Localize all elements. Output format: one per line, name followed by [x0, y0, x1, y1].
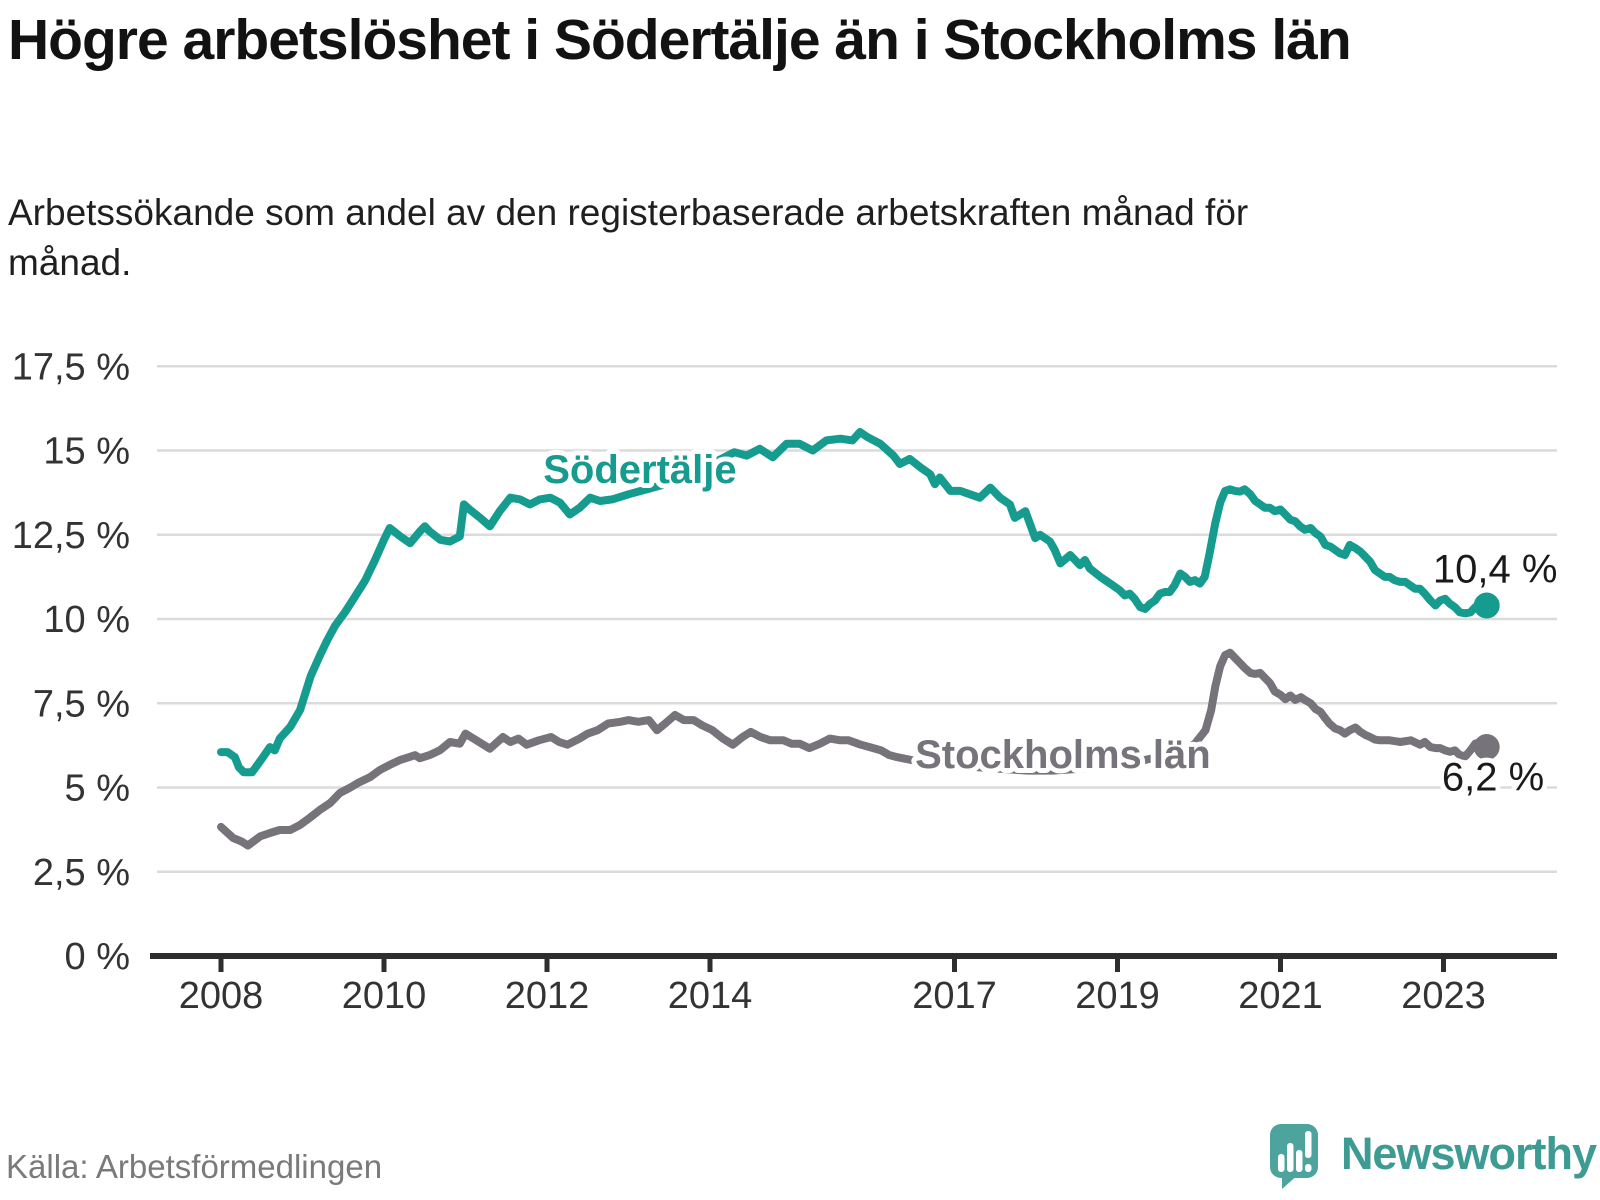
x-axis-tick-label: 2021: [1238, 975, 1323, 1017]
annotation-stockholms-l-n: Stockholms län: [915, 733, 1211, 777]
y-axis-tick-label: 17,5 %: [12, 346, 130, 388]
y-axis-tick-label: 0 %: [65, 936, 130, 978]
x-axis-tick-label: 2014: [668, 975, 753, 1017]
source-note: Källa: Arbetsförmedlingen: [6, 1148, 383, 1185]
x-axis-tick-label: 2019: [1075, 975, 1160, 1017]
x-axis-tick-label: 2008: [179, 975, 264, 1017]
y-axis-tick-label: 5 %: [65, 768, 130, 810]
y-axis-tick-label: 15 %: [43, 431, 130, 473]
series-line-sodertalje: [217, 428, 1491, 777]
x-axis-tick-label: 2012: [505, 975, 590, 1017]
series-line-stockholms-lan: [217, 648, 1491, 850]
x-axis-tick-label: 2023: [1401, 975, 1486, 1017]
annotation-10-4-: 10,4 %: [1433, 547, 1558, 591]
y-axis-tick-label: 7,5 %: [33, 683, 130, 725]
annotation-s-dert-lje: Södertälje: [543, 448, 736, 492]
newsworthy-logo-text: Newsworthy: [1340, 1128, 1597, 1179]
newsworthy-logo-icon: [1269, 1124, 1318, 1189]
y-axis-tick-label: 10 %: [43, 599, 130, 641]
newsworthy-brand: Newsworthy: [1269, 1118, 1597, 1190]
annotation-6-2-: 6,2 %: [1442, 755, 1544, 799]
series-end-dot-stockholms-lan: [1473, 734, 1500, 761]
x-axis-tick-label: 2010: [342, 975, 427, 1017]
series-end-dot-sodertalje: [1473, 592, 1500, 619]
page-title: Högre arbetslöshet i Södertälje än i Sto…: [8, 8, 1352, 72]
chart-subtitle: Arbetssökande som andel av den registerb…: [8, 192, 1249, 283]
x-axis-tick-label: 2017: [912, 975, 997, 1017]
y-axis-tick-label: 2,5 %: [33, 852, 130, 894]
y-axis-tick-label: 12,5 %: [12, 515, 130, 557]
